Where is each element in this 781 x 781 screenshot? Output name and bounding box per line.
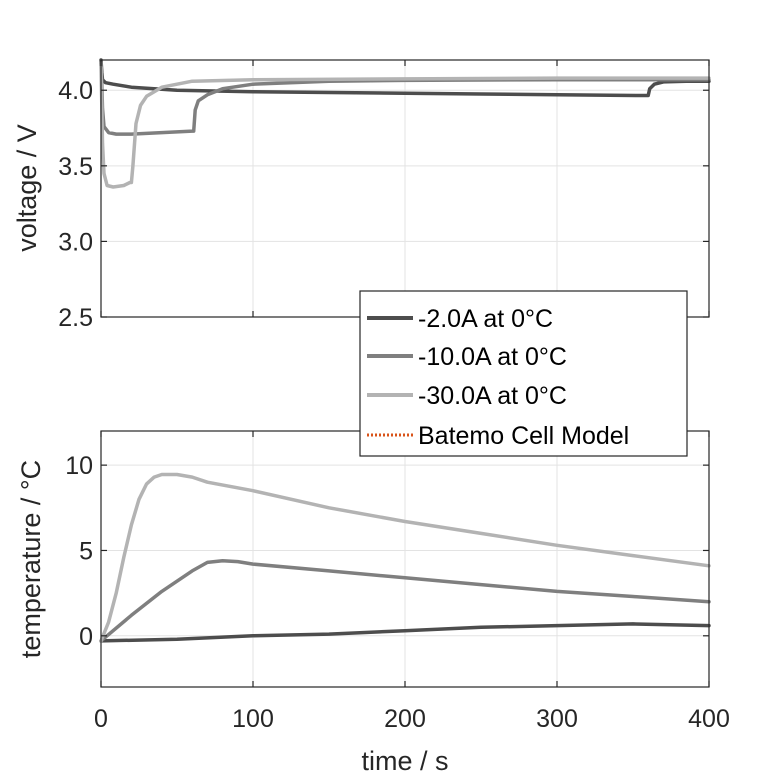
voltage-tick-label: 3.5: [58, 153, 93, 181]
temperature-tick-label: 0: [79, 623, 93, 651]
voltage-axes: 2.5 3.0 3.5 4.0 voltage / V: [12, 58, 711, 332]
legend-box: [359, 290, 688, 457]
time-tick-label: 100: [232, 705, 274, 733]
time-tick-label: 200: [384, 705, 426, 733]
voltage-tick-label: 3.0: [58, 228, 93, 256]
voltage-series-line-3: [99, 65, 711, 189]
temperature-tick-label: 10: [65, 452, 93, 480]
time-tick-label: 0: [94, 705, 108, 733]
legend-entries: -2.0A at 0°C -10.0A at 0°C -30.0A at 0°C Ba…: [367, 305, 629, 450]
voltage-ticks: 2.5 3.0 3.5 4.0: [58, 60, 710, 332]
voltage-tick-label: 2.5: [58, 304, 93, 332]
legend-label-2: -10.0A at 0°C: [418, 343, 567, 371]
legend-label-4: Batemo Cell Model: [418, 422, 629, 450]
time-tick-label: 300: [536, 705, 578, 733]
temperature-series-line-2: [99, 558, 711, 643]
time-x-axis-label: time / s: [361, 746, 448, 776]
voltage-y-axis-label: voltage / V: [12, 124, 42, 252]
temperature-tick-label: 5: [79, 537, 93, 565]
voltage-series-line-1: [99, 58, 711, 98]
temperature-series-line-3: [99, 472, 711, 643]
temperature-grid: [100, 431, 710, 687]
voltage-series-line-2: [99, 61, 711, 136]
legend-label-3: -30.0A at 0°C: [418, 382, 567, 410]
temperature-ticks: 0 100 200 300 400 0 5 10: [65, 431, 730, 733]
time-tick-label: 400: [688, 705, 730, 733]
voltage-grid: [100, 60, 710, 318]
legend: -2.0A at 0°C -10.0A at 0°C -30.0A at 0°C Ba…: [359, 290, 688, 457]
temperature-series-line-1: [99, 622, 711, 643]
temperature-y-axis-label: temperature / °C: [16, 460, 46, 658]
legend-label-1: -2.0A at 0°C: [418, 305, 553, 333]
voltage-series-group: [99, 58, 711, 189]
voltage-tick-label: 4.0: [58, 77, 93, 105]
temperature-series-group: [99, 472, 711, 643]
temperature-axes: 0 100 200 300 400 0 5 10 temperature / °C time …: [16, 430, 730, 776]
